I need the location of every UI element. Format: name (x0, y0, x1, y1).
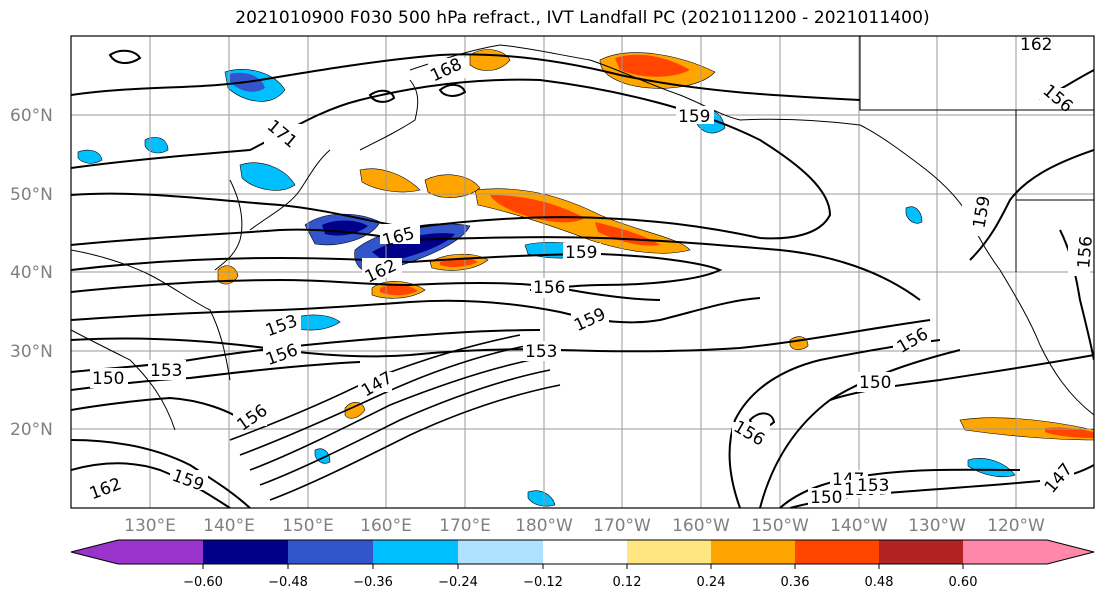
colorbar-segment (373, 540, 458, 564)
colorbar-segment (288, 540, 373, 564)
colorbar-ticks (202, 564, 964, 569)
colorbar-extend-low (71, 540, 118, 564)
anomaly-blob-negative (527, 490, 556, 507)
anomaly-blob-positive (380, 284, 418, 296)
lat-label: 50°N (10, 185, 53, 205)
contour-label: 159 (565, 243, 597, 263)
colorbar-tick-label: −0.60 (183, 575, 223, 590)
colorbar-tick-label: −0.24 (438, 575, 478, 590)
lon-label: 160°W (672, 516, 730, 536)
lon-label: 150°W (751, 516, 809, 536)
colorbar-tick-label: −0.48 (268, 575, 308, 590)
lat-label: 60°N (10, 106, 53, 126)
contour-label: 153 (857, 476, 889, 496)
anomaly-blob-positive (424, 174, 481, 198)
lat-label: 30°N (10, 342, 53, 362)
colorbar-extend-high (1047, 540, 1094, 564)
contour-label: 162 (1020, 35, 1052, 55)
colorbar-segment (963, 540, 1047, 564)
colorbar-tick-label: 0.12 (613, 575, 642, 590)
colorbar-segment (879, 540, 963, 564)
latitude-labels: 60°N 50°N 40°N 30°N 20°N (10, 106, 53, 440)
contour-label: 156 (1074, 235, 1097, 269)
colorbar-tick-label: 0.48 (865, 575, 894, 590)
lon-label: 130°W (908, 516, 966, 536)
contour-label: 153 (150, 361, 182, 381)
anomaly-blob-negative (905, 206, 923, 224)
colorbar-outline (70, 539, 1095, 565)
anomaly-blob-positive (490, 195, 585, 223)
colorbar-segment (795, 540, 879, 564)
contour-label: 150 (810, 488, 842, 508)
colorbar-segment (203, 540, 288, 564)
anomaly-blob-negative (77, 149, 103, 164)
anomaly-blob-positive (359, 168, 421, 193)
longitude-labels: 130°E 140°E 150°E 160°E 170°E 180°W 170°… (124, 516, 1045, 536)
map-title: 2021010900 F030 500 hPa refract., IVT La… (235, 8, 930, 28)
anomaly-blob-positive (344, 401, 366, 419)
colorbar-segment (711, 540, 795, 564)
anomaly-blob-positive (217, 265, 239, 285)
lon-label: 130°E (124, 516, 176, 536)
lat-label: 20°N (10, 420, 53, 440)
colorbar-tick-label: −0.12 (523, 575, 563, 590)
map-frame (70, 35, 1095, 509)
anomaly-blob-negative (144, 137, 169, 154)
lon-label: 120°W (987, 516, 1045, 536)
lon-label: 170°E (439, 516, 491, 536)
contour-label: 150 (92, 369, 124, 389)
colorbar: −0.60 −0.48 −0.36 −0.24 −0.12 0.12 0.24 … (70, 539, 1095, 590)
anomaly-blob-positive (1045, 427, 1094, 438)
anomaly-blob-negative (372, 233, 455, 262)
lon-label: 170°W (593, 516, 651, 536)
contour-label: 153 (525, 342, 557, 362)
lon-label: 160°E (360, 516, 412, 536)
colorbar-segment (118, 540, 203, 564)
lon-label: 180°W (515, 516, 573, 536)
lon-label: 140°E (203, 516, 255, 536)
colorbar-segment (458, 540, 543, 564)
contour-label: 159 (678, 107, 710, 127)
colorbar-segment (627, 540, 711, 564)
colorbar-tick-label: 0.24 (697, 575, 726, 590)
anomaly-blob-negative (239, 162, 296, 191)
colorbar-tick-label: 0.36 (781, 575, 810, 590)
colorbar-tick-label: −0.36 (353, 575, 393, 590)
contour-label: 150 (859, 373, 891, 393)
lon-label: 140°W (830, 516, 888, 536)
anomaly-blob-positive (615, 54, 690, 77)
colorbar-tick-label: 0.60 (949, 575, 978, 590)
contour-label: 156 (533, 278, 565, 298)
lon-label: 150°E (282, 516, 334, 536)
lat-label: 40°N (10, 263, 53, 283)
colorbar-segment (543, 540, 627, 564)
